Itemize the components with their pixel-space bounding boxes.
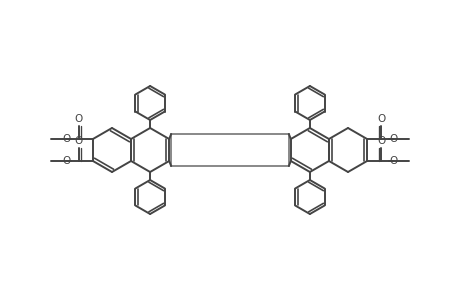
Text: O: O bbox=[63, 134, 71, 144]
Text: O: O bbox=[63, 156, 71, 166]
Text: O: O bbox=[75, 114, 83, 124]
Text: O: O bbox=[388, 156, 396, 166]
Text: O: O bbox=[75, 136, 83, 146]
Text: O: O bbox=[388, 134, 396, 144]
Text: O: O bbox=[376, 114, 384, 124]
Text: O: O bbox=[376, 136, 384, 146]
